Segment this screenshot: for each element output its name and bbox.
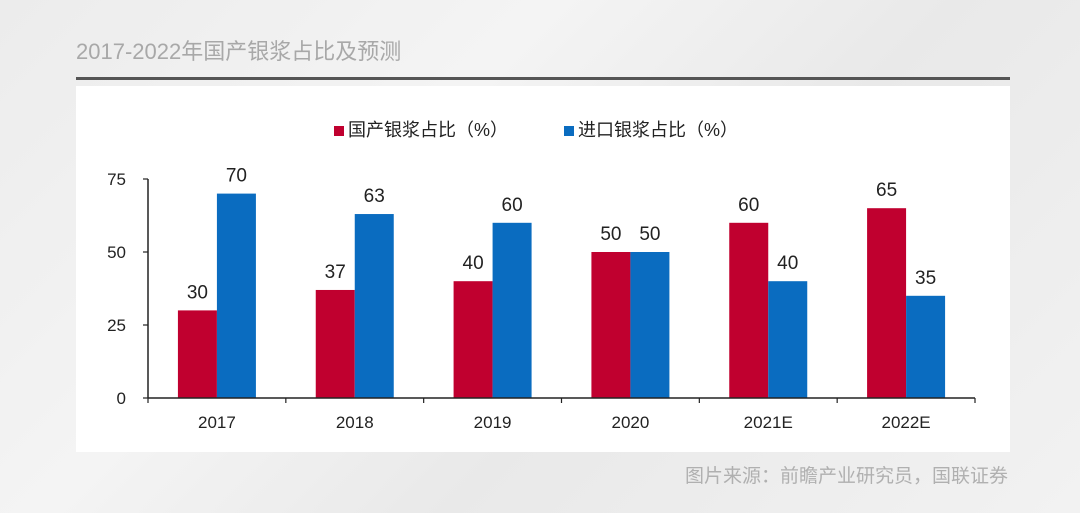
bar-domestic-2022E <box>867 208 907 398</box>
bar-import-2021E <box>768 281 808 398</box>
bar-chart: 国产银浆占比（%） 进口银浆占比（%） 30 70 2017 37 63 2018 40 60 20… <box>107 120 976 432</box>
bar-domestic-2019 <box>453 281 493 398</box>
bar-domestic-2017 <box>177 310 217 398</box>
data-label: 30 <box>187 282 208 303</box>
y-tick-label: 75 <box>107 170 126 189</box>
x-tick-label: 2020 <box>612 413 650 432</box>
legend-label-1: 进口银浆占比（%） <box>578 120 738 140</box>
bar-import-2018 <box>354 214 394 398</box>
bar-import-2022E <box>906 295 946 398</box>
data-label: 50 <box>639 224 660 245</box>
legend-swatch-1 <box>564 126 574 136</box>
bar-domestic-2020 <box>591 252 631 398</box>
source-note: 图片来源：前瞻产业研究员，国联证券 <box>684 466 1008 487</box>
bar-domestic-2018 <box>315 289 355 398</box>
data-label: 65 <box>876 180 897 201</box>
title-divider <box>76 77 1010 80</box>
x-tick-label: 2019 <box>474 413 512 432</box>
data-label: 63 <box>364 186 385 207</box>
x-tick-label: 2018 <box>336 413 374 432</box>
data-label: 40 <box>777 253 798 274</box>
y-tick-label: 50 <box>107 243 126 262</box>
data-label: 70 <box>226 166 247 187</box>
bar-domestic-2021E <box>729 222 769 398</box>
bar-import-2017 <box>216 193 256 398</box>
x-tick-label: 2017 <box>198 413 236 432</box>
y-tick-label: 25 <box>107 316 126 335</box>
data-label: 35 <box>915 268 936 289</box>
page-title: 2017-2022年国产银浆占比及预测 <box>76 39 402 64</box>
legend-swatch-0 <box>334 126 344 136</box>
data-label: 60 <box>738 195 759 216</box>
x-tick-label: 2021E <box>744 413 793 432</box>
data-label: 37 <box>325 262 346 283</box>
bar-import-2019 <box>492 222 532 398</box>
x-tick-label: 2022E <box>881 413 930 432</box>
y-tick-label: 0 <box>117 389 126 408</box>
data-label: 40 <box>463 253 484 274</box>
legend-label-0: 国产银浆占比（%） <box>348 120 508 140</box>
data-label: 60 <box>502 195 523 216</box>
bar-import-2020 <box>630 252 670 398</box>
data-label: 50 <box>600 224 621 245</box>
chart-panel: 国产银浆占比（%） 进口银浆占比（%） 30 70 2017 37 63 2018 40 60 20… <box>76 86 1010 452</box>
